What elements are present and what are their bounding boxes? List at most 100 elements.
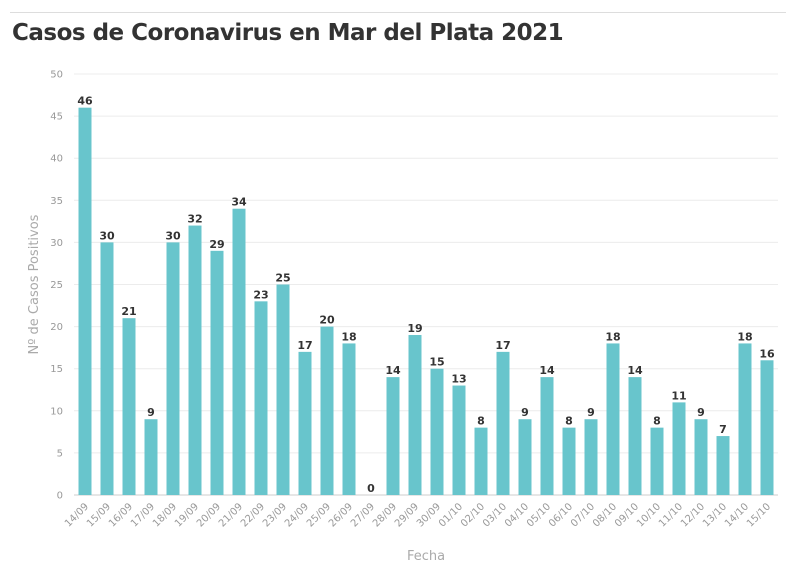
y-axis-label: Nº de Casos Positivos — [27, 214, 42, 354]
data-label: 20 — [319, 314, 335, 327]
chart-title: Casos de Coronavirus en Mar del Plata 20… — [12, 20, 564, 46]
data-label: 17 — [495, 339, 510, 352]
x-tick-label: 24/09 — [283, 501, 311, 529]
bar — [584, 419, 598, 495]
bar — [408, 335, 422, 495]
x-tick-label: 11/10 — [657, 501, 685, 529]
bar — [562, 427, 576, 495]
bar — [320, 326, 334, 495]
x-tick-label: 30/09 — [415, 501, 443, 529]
data-label: 8 — [477, 415, 485, 428]
data-label: 34 — [231, 196, 247, 209]
data-label: 18 — [605, 330, 620, 343]
y-tick-label: 5 — [57, 448, 63, 459]
x-axis-label: Fecha — [407, 549, 445, 564]
y-tick-label: 30 — [50, 238, 63, 249]
x-tick-label: 07/10 — [569, 501, 597, 529]
bar — [276, 284, 290, 495]
y-tick-label: 0 — [57, 491, 63, 502]
data-label: 25 — [275, 272, 290, 285]
bar — [232, 208, 246, 495]
x-tick-label: 21/09 — [217, 501, 245, 529]
x-tick-label: 25/09 — [305, 501, 333, 529]
data-label: 8 — [653, 415, 661, 428]
data-label: 9 — [521, 406, 529, 419]
data-label: 21 — [121, 305, 136, 318]
y-tick-label: 50 — [50, 70, 63, 81]
x-tick-label: 15/10 — [745, 501, 773, 529]
x-tick-label: 05/10 — [525, 501, 553, 529]
x-tick-label: 01/10 — [437, 501, 465, 529]
x-tick-label: 15/09 — [85, 501, 113, 529]
bar — [166, 242, 180, 495]
data-label: 9 — [697, 406, 705, 419]
bar — [540, 377, 554, 495]
data-label: 18 — [737, 330, 752, 343]
data-label: 23 — [253, 288, 268, 301]
bar — [144, 419, 158, 495]
data-label: 9 — [587, 406, 595, 419]
data-label: 15 — [429, 356, 444, 369]
bar — [650, 427, 664, 495]
data-label: 18 — [341, 330, 356, 343]
bar — [474, 427, 488, 495]
x-tick-label: 19/09 — [173, 501, 201, 529]
data-label: 29 — [209, 238, 224, 251]
x-tick-label: 28/09 — [371, 501, 399, 529]
x-tick-label: 20/09 — [195, 501, 223, 529]
y-tick-label: 25 — [50, 280, 63, 291]
bar — [342, 343, 356, 495]
data-label: 11 — [671, 389, 686, 402]
x-tick-label: 22/09 — [239, 501, 267, 529]
y-axis-ticks: 0 5 10 15 20 25 30 35 40 45 50 — [50, 70, 63, 502]
bar — [254, 301, 268, 495]
x-tick-label: 16/09 — [107, 501, 135, 529]
x-tick-label: 14/10 — [723, 501, 751, 529]
x-tick-label: 17/09 — [129, 501, 157, 529]
data-label: 0 — [367, 482, 375, 495]
data-label: 9 — [147, 406, 155, 419]
x-tick-label: 23/09 — [261, 501, 289, 529]
x-tick-label: 27/09 — [349, 501, 377, 529]
data-label: 14 — [385, 364, 401, 377]
data-label: 46 — [77, 95, 93, 108]
bar — [78, 107, 92, 496]
bar — [672, 402, 686, 495]
x-tick-label: 29/09 — [393, 501, 421, 529]
top-divider — [10, 12, 786, 13]
x-axis-ticks: 14/0915/0916/0917/0918/0919/0920/0921/09… — [63, 501, 773, 529]
x-tick-label: 26/09 — [327, 501, 355, 529]
x-tick-label: 18/09 — [151, 501, 179, 529]
x-tick-label: 14/09 — [63, 501, 91, 529]
bar — [210, 250, 224, 495]
bar — [518, 419, 532, 495]
bar — [496, 351, 510, 495]
x-tick-label: 03/10 — [481, 501, 509, 529]
y-tick-label: 35 — [50, 196, 63, 207]
data-label: 14 — [539, 364, 555, 377]
x-tick-label: 09/10 — [613, 501, 641, 529]
data-label: 7 — [719, 423, 727, 436]
data-label: 8 — [565, 415, 573, 428]
gridlines — [74, 73, 778, 496]
bar — [100, 242, 114, 495]
data-label: 14 — [627, 364, 643, 377]
x-tick-label: 12/10 — [679, 501, 707, 529]
x-tick-label: 06/10 — [547, 501, 575, 529]
bar — [188, 225, 202, 495]
bar — [452, 385, 466, 495]
data-label: 13 — [451, 373, 466, 386]
bar — [628, 377, 642, 495]
data-label: 30 — [165, 229, 181, 242]
data-label: 32 — [187, 213, 202, 226]
bar — [716, 436, 730, 495]
bar — [606, 343, 620, 495]
data-label: 19 — [407, 322, 422, 335]
y-tick-label: 40 — [50, 154, 63, 165]
bar — [694, 419, 708, 495]
y-tick-label: 10 — [50, 406, 63, 417]
data-label: 30 — [99, 229, 115, 242]
x-tick-label: 10/10 — [635, 501, 663, 529]
x-tick-label: 08/10 — [591, 501, 619, 529]
